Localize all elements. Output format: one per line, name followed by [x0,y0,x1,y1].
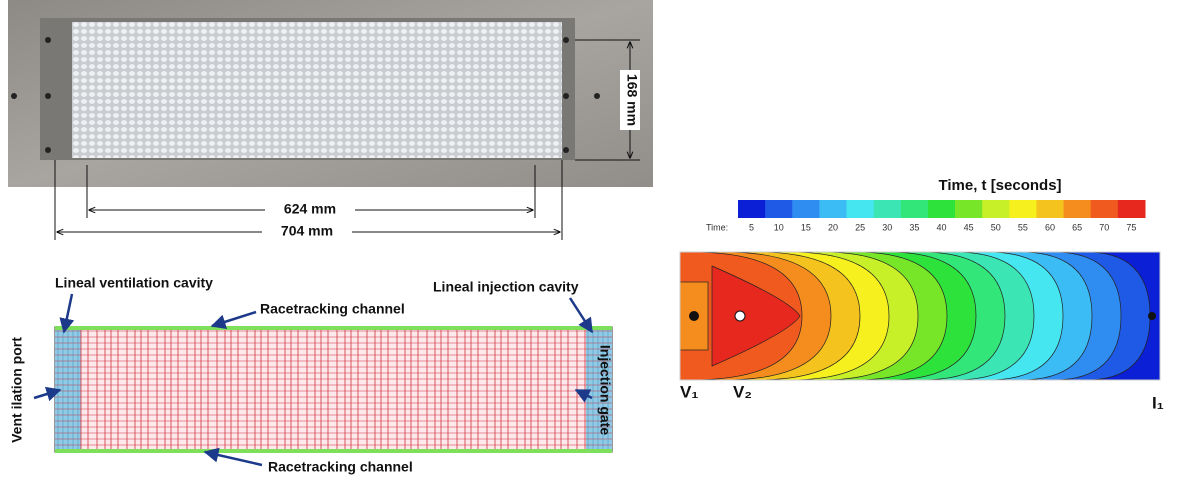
height-label: 168 mm [624,74,640,126]
vent-2-dot [735,311,745,321]
colorbar-tick: 40 [936,222,946,232]
colorbar-cell [847,200,875,218]
colorbar-cell [1009,200,1037,218]
colorbar-cell [982,200,1010,218]
ventilation-cavity-label: Lineal ventilation cavity [55,275,213,291]
colorbar-cell [765,200,793,218]
channel [55,326,612,330]
bar-label: Time: [706,222,728,232]
mesh [55,326,612,453]
colorbar-cell [1064,200,1092,218]
contour-plot [680,252,1160,380]
colorbar-cell [928,200,956,218]
bottom-channel-label: Racetracking channel [268,459,413,475]
colorbar-tick: 75 [1126,222,1136,232]
colorbar-cell [874,200,902,218]
channel [55,449,612,453]
colorbar-tick: 20 [828,222,838,232]
colorbar-cell [819,200,847,218]
colorbar-tick: 5 [749,222,754,232]
colorbar-tick: 50 [991,222,1001,232]
injection-cavity-label: Lineal injection cavity [433,279,579,295]
colorbar-cell [1118,200,1146,218]
injection-gate-label: Injection gate [597,345,613,435]
colorbar-cell [955,200,983,218]
colorbar-cell [1091,200,1119,218]
inlet-label: I₁ [1152,393,1164,412]
vent-1-dot [689,311,699,321]
colorbar-cell [738,200,766,218]
vent-1-label: V₁ [680,382,698,401]
colorbar-tick: 70 [1099,222,1109,232]
colorbar-cell [1036,200,1064,218]
colorbar-tick: 15 [801,222,811,232]
top-channel-label: Racetracking channel [260,301,405,317]
colorbar-tick: 30 [882,222,892,232]
colorbar-tick: 35 [909,222,919,232]
colorbar-tick: 10 [774,222,784,232]
colorbar-tick: 25 [855,222,865,232]
colorbar-cell [901,200,929,218]
figure: 168 mm 624 mm 704 mm Lineal ventilation … [0,0,1177,477]
ventilation-port-label: Vent ilation port [9,337,25,443]
colorbar-tick: 45 [964,222,974,232]
vent-2-label: V₂ [733,382,752,401]
fabric [72,22,562,158]
inlet-dot [1148,312,1156,320]
outer-length-label: 704 mm [281,223,333,239]
colorbar-tick: 55 [1018,222,1028,232]
colorbar: 5 10 15 20 25 30 35 40 45 50 55 60 65 70 75 [738,200,1146,232]
contour-title: Time, t [seconds] [938,177,1061,194]
colorbar-tick: 60 [1045,222,1055,232]
colorbar-cell [792,200,820,218]
colorbar-tick: 65 [1072,222,1082,232]
photo [8,0,653,187]
inner-length-label: 624 mm [284,201,336,217]
